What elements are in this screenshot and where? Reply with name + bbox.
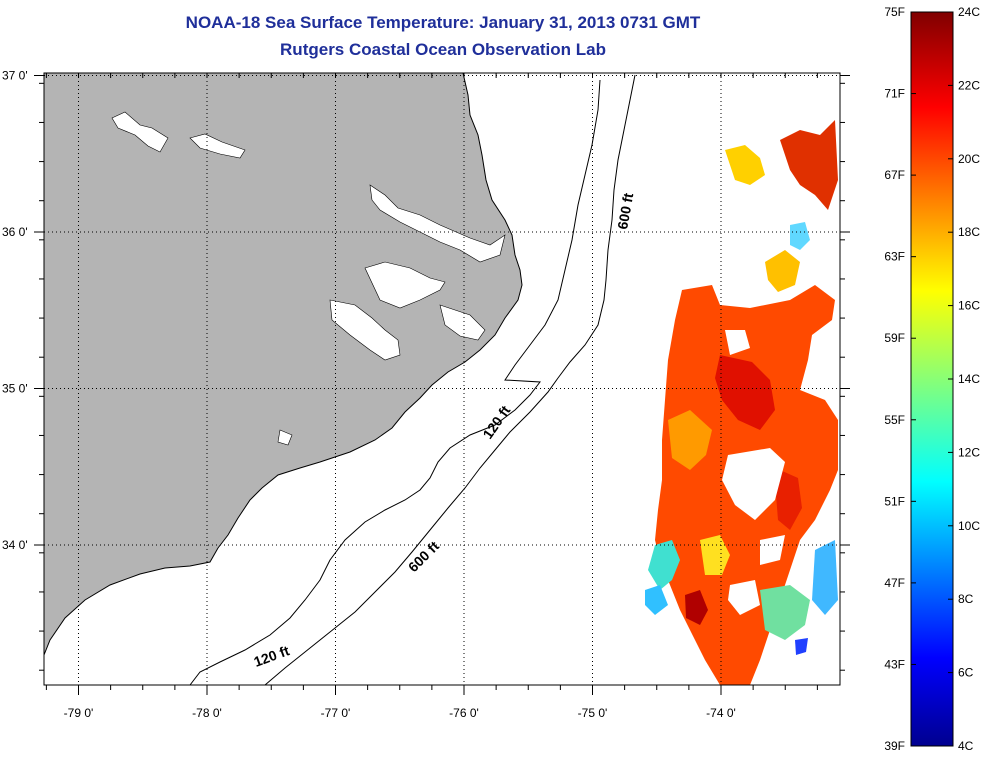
lat-tick-label: 37 0' — [2, 69, 28, 83]
lat-tick-label: 34 0' — [2, 538, 28, 552]
colorbar-f-label: 47F — [884, 576, 905, 590]
chart-subtitle: Rutgers Coastal Ocean Observation Lab — [280, 40, 606, 59]
inland-water — [111, 111, 506, 446]
colorbar-f-label: 55F — [884, 413, 905, 427]
grid-lines — [44, 73, 840, 685]
colorbar-f-label: 51F — [884, 494, 905, 508]
contour-120ft — [189, 79, 601, 685]
colorbar-c-label: 18C — [958, 225, 980, 239]
lon-tick-label: -75 0' — [578, 706, 608, 720]
colorbar-c-label: 12C — [958, 445, 980, 459]
colorbar-c-label: 6C — [958, 666, 974, 680]
colorbar-c-label: 24C — [958, 5, 980, 19]
axis-ticks: -79 0' -78 0' -77 0' -76 0' -75 0' -74 0' 37 0… — [2, 69, 850, 720]
colorbar-ticks: 75F 71F 67F 63F 59F 55F 51F 47F 43F 39F 24C 22C 20C 1… — [884, 5, 980, 753]
colorbar-f-label: 75F — [884, 5, 905, 19]
colorbar-f-label: 59F — [884, 331, 905, 345]
colorbar-f-label: 63F — [884, 250, 905, 264]
colorbar-c-label: 16C — [958, 299, 980, 313]
colorbar-f-label: 71F — [884, 87, 905, 101]
colorbar-f-label: 67F — [884, 168, 905, 182]
colorbar-c-label: 10C — [958, 519, 980, 533]
colorbar — [910, 11, 954, 747]
lon-tick-label: -79 0' — [64, 706, 94, 720]
lon-tick-label: -77 0' — [321, 706, 351, 720]
sst-swath — [645, 120, 838, 685]
lat-tick-label: 36 0' — [2, 225, 28, 239]
lon-tick-label: -76 0' — [449, 706, 479, 720]
colorbar-c-label: 8C — [958, 592, 974, 606]
map-frame — [43, 72, 841, 686]
chart-title: NOAA-18 Sea Surface Temperature: January… — [185, 13, 701, 32]
contour-label-600ft-north: 600 ft — [614, 191, 636, 230]
colorbar-c-label: 22C — [958, 78, 980, 92]
lon-tick-label: -78 0' — [192, 706, 222, 720]
contour-600ft — [264, 74, 636, 685]
colorbar-f-label: 39F — [884, 739, 905, 753]
lon-tick-label: -74 0' — [706, 706, 736, 720]
lat-tick-label: 35 0' — [2, 382, 28, 396]
colorbar-f-label: 43F — [884, 657, 905, 671]
colorbar-c-label: 4C — [958, 739, 974, 753]
colorbar-c-label: 14C — [958, 372, 980, 386]
colorbar-c-label: 20C — [958, 152, 980, 166]
